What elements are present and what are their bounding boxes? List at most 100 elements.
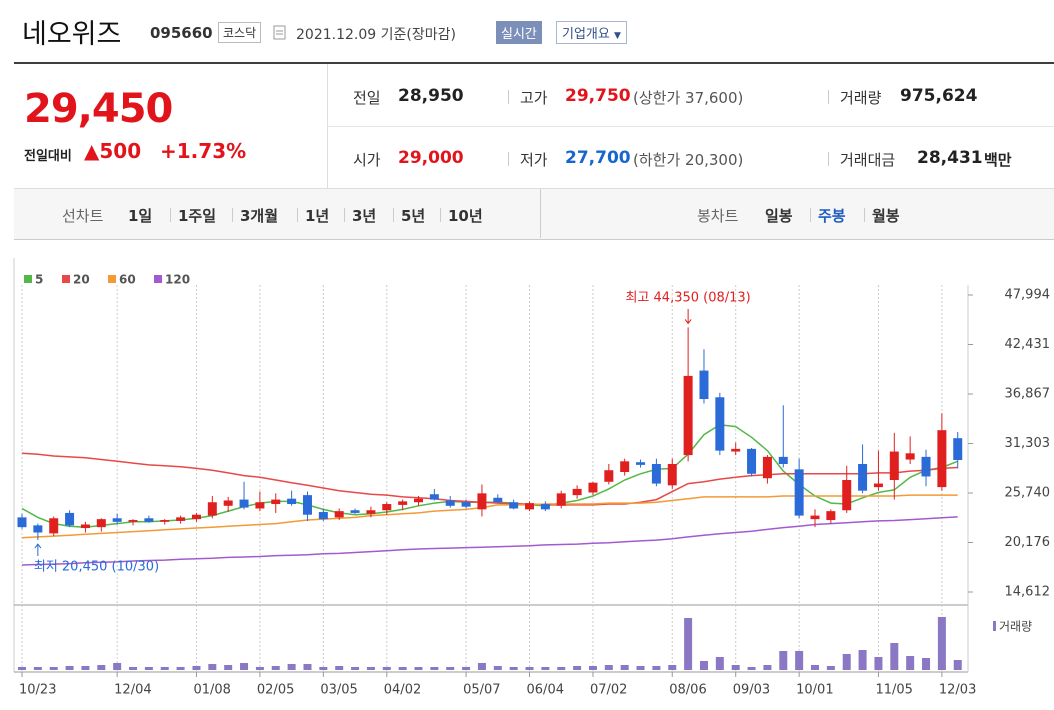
company-info-dropdown[interactable]: 기업개요 ▼ [556,21,627,44]
candle-body [858,463,868,491]
candle-body [604,470,614,482]
candle-body [255,502,265,509]
volume-bar [240,663,249,670]
quote-value: 29,750 [565,86,631,106]
legend-swatch [62,275,70,283]
candle-body [953,438,963,460]
candle-body [651,463,661,484]
candle-body [144,518,154,522]
date-line: 2021.12.09 기준(장마감) [296,24,456,44]
candle-body [873,483,883,488]
volume-bar [668,665,677,670]
x-tick-label: 01/08 [193,683,230,698]
company-info-label: 기업개요 [562,27,610,42]
x-tick-label: 05/07 [463,683,500,698]
tab-separator [232,208,233,222]
separator [508,152,509,166]
candle-body [477,493,487,510]
basis: 기준(장마감) [380,27,456,43]
quote-label: 고가 [520,89,548,107]
row-divider [327,126,1054,127]
volume-bar [49,667,58,670]
volume-bar [541,667,550,670]
tab: 봉차트 [697,207,739,225]
legend-label: 120 [165,273,190,287]
volume-bar [446,667,455,670]
candle-body [207,502,217,516]
tab[interactable]: 5년 [401,207,426,225]
candle-body [429,494,439,500]
x-tick-label: 11/05 [875,683,912,698]
tab[interactable]: 10년 [448,207,483,225]
candle-body [715,397,725,451]
volume-bar [255,667,264,670]
annotation-arrow [684,309,692,325]
quote-value: 29,000 [398,148,464,168]
volume-legend-swatch [993,621,996,631]
legend-label: 60 [119,273,136,287]
tab[interactable]: 1일 [128,207,153,225]
tab[interactable]: 1년 [305,207,330,225]
tab[interactable]: 3년 [352,207,377,225]
candle-body [96,519,106,528]
tab[interactable]: 월봉 [872,207,900,225]
volume-bar [176,667,185,670]
candle-body [271,499,281,505]
volume-bar [351,667,360,670]
candle-body [889,451,899,481]
quote-value: 28,950 [398,86,464,106]
candle-body [493,497,503,503]
volume-bar [779,651,788,670]
tab-separator [810,208,811,222]
candle-body [239,499,249,508]
candle-body [683,375,693,456]
volume-bar [287,664,296,670]
tab-separator [344,208,345,222]
volume-bar [731,665,740,670]
volume-bar [636,666,645,670]
change: ▲500 [84,139,142,163]
volume-bar [18,667,26,670]
x-tick-label: 12/03 [939,683,976,698]
tab[interactable]: 주봉 [818,207,846,225]
candle-body [287,498,297,505]
volume-bar [795,651,804,670]
tab-separator [297,208,298,222]
y-tick-label: 42,431 [1005,337,1051,352]
volume-bar [763,665,772,670]
tab: 선차트 [62,207,104,225]
candle-body [826,511,836,521]
volume-bar [477,663,486,670]
volume-bar [144,667,153,670]
tab[interactable]: 일봉 [765,207,793,225]
volume-bar [874,657,883,670]
legend-swatch [154,275,162,283]
stock-name: 네오위즈 [22,19,122,50]
candle-body [382,504,392,511]
volume-bar [715,657,724,670]
tab[interactable]: 1주일 [178,207,217,225]
candle-body [905,453,915,460]
volume-bar [430,667,439,670]
candle-body [17,517,27,528]
tab[interactable]: 3개월 [240,207,279,225]
volume-bar [224,665,233,670]
date: 2021.12.09 [296,27,377,43]
candle-body [667,463,677,486]
candle-body [112,518,122,522]
candle-body [921,456,931,477]
realtime-button[interactable]: 실시간 [496,21,542,44]
candle-body [556,493,566,506]
legend-swatch [108,275,116,283]
x-tick-label: 07/02 [590,683,627,698]
candle-body [160,520,170,522]
x-tick-label: 02/05 [257,683,294,698]
separator [508,90,509,104]
volume-bar [398,667,407,670]
tab-separator [440,208,441,222]
market-badge: 코스닥 [218,22,262,43]
candle-body [80,524,90,529]
legend-label: 20 [73,273,90,287]
